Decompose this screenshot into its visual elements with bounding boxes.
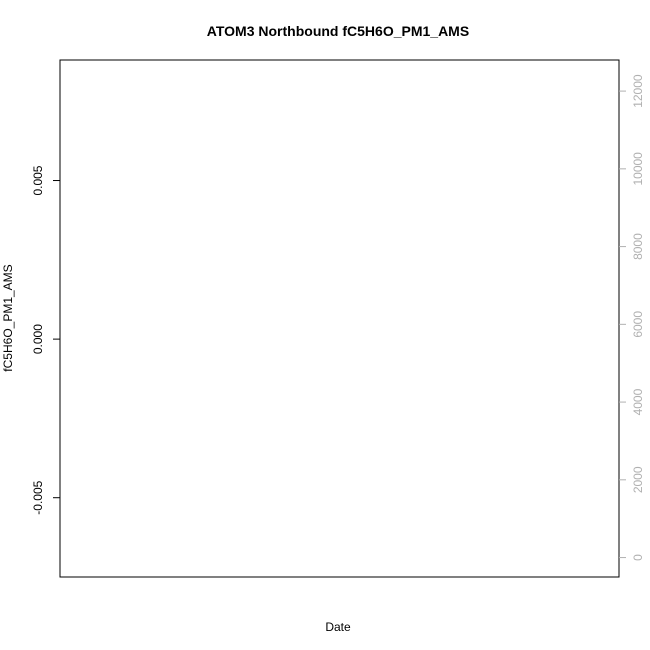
plot-frame [59,59,620,578]
y2-tick-label: 12000 [631,74,645,108]
y2-tick-label: 8000 [631,233,645,260]
y-tick-label: 0.000 [31,324,45,354]
y2-tick-label: 2000 [631,466,645,493]
y-tick-label: -0.005 [31,480,45,514]
y2-tick-label: 4000 [631,388,645,415]
y-tick-label: 0.005 [31,165,45,195]
y2-tick-label: 0 [631,554,645,561]
y2-tick-label: 6000 [631,311,645,338]
y-axis-label: fC5H6O_PM1_AMS [1,264,15,371]
x-axis-label: Date [325,620,351,634]
y2-tick-label: 10000 [631,152,645,186]
chart-title: ATOM3 Northbound fC5H6O_PM1_AMS [207,23,469,39]
y-axis: -0.005 0.000 0.005 [31,165,60,515]
right-altitude-axis: 0 2000 4000 6000 8000 10000 12000 [619,74,645,561]
